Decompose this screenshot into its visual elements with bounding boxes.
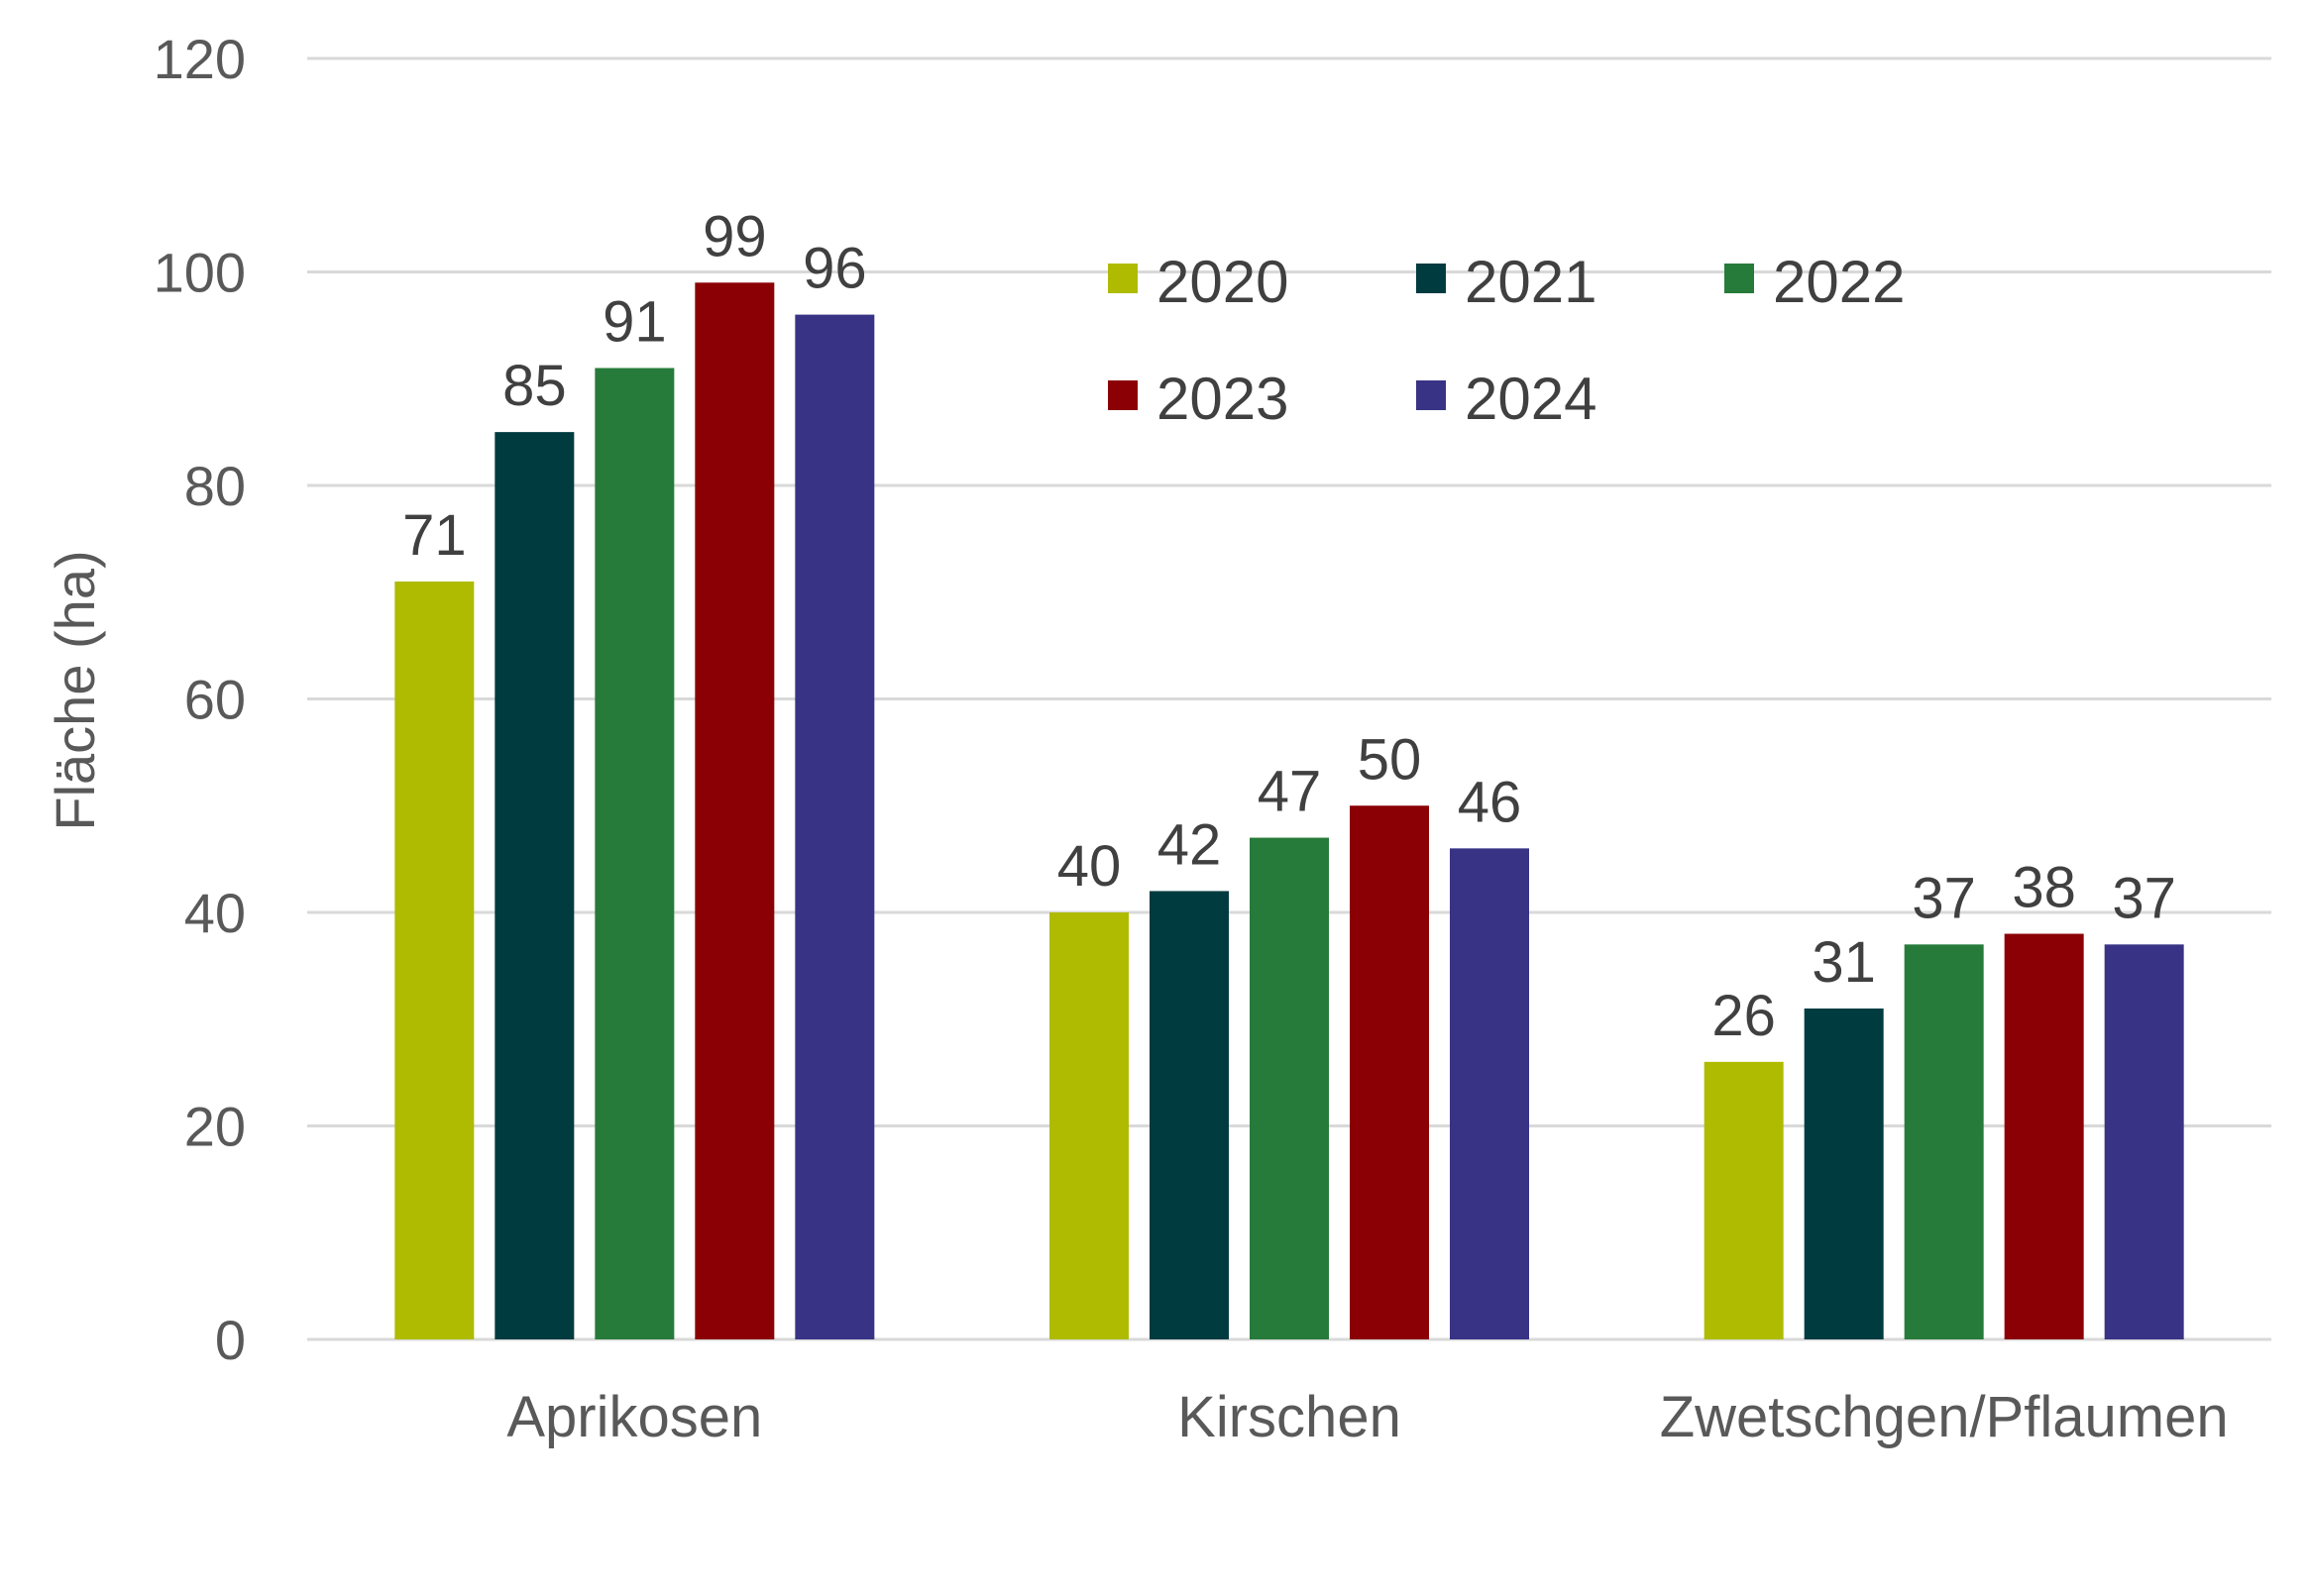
legend-swatch-2022 (1724, 264, 1754, 293)
bar-Kirschen-2021 (1150, 891, 1229, 1339)
bar-Aprikosen-2024 (795, 314, 875, 1340)
data-label-Zwetschgen/Pflaumen-2024: 37 (2112, 866, 2176, 930)
legend: 2020 2021 2022 2023 2024 (1108, 249, 1905, 432)
data-label-Aprikosen-2021: 85 (502, 354, 567, 418)
y-tick-label-60: 60 (184, 669, 246, 731)
data-label-Kirschen-2021: 42 (1157, 812, 1222, 877)
data-label-Kirschen-2023: 50 (1358, 727, 1422, 792)
legend-label-2024: 2024 (1465, 366, 1596, 432)
bar-Kirschen-2024 (1450, 848, 1529, 1339)
legend-swatch-2024 (1416, 380, 1446, 410)
legend-label-2021: 2021 (1465, 249, 1596, 315)
legend-swatch-2023 (1108, 380, 1138, 410)
bar-Aprikosen-2022 (595, 368, 675, 1340)
category-label-Aprikosen: Aprikosen (506, 1385, 762, 1449)
bar-Kirschen-2020 (1049, 912, 1129, 1339)
data-label-Zwetschgen/Pflaumen-2022: 37 (1912, 866, 1976, 930)
bar-Aprikosen-2023 (695, 282, 775, 1339)
bar-Zwetschgen/Pflaumen-2021 (1804, 1008, 1884, 1339)
y-tick-label-40: 40 (184, 882, 246, 944)
bar-Zwetschgen/Pflaumen-2024 (2104, 944, 2184, 1339)
data-label-Kirschen-2022: 47 (1258, 760, 1322, 824)
category-labels: Aprikosen Kirschen Zwetschgen/Pflaumen (506, 1385, 2228, 1449)
legend-swatch-2021 (1416, 264, 1446, 293)
bar-Aprikosen-2021 (495, 432, 575, 1339)
bar-Kirschen-2022 (1250, 837, 1329, 1339)
y-tick-label-120: 120 (154, 28, 246, 90)
legend-label-2020: 2020 (1156, 249, 1288, 315)
data-label-Aprikosen-2020: 71 (402, 503, 467, 568)
bar-Zwetschgen/Pflaumen-2020 (1704, 1061, 1784, 1339)
bar-Aprikosen-2020 (394, 581, 475, 1339)
legend-swatch-2020 (1108, 264, 1138, 293)
data-label-Zwetschgen/Pflaumen-2020: 26 (1711, 984, 1776, 1048)
category-label-Kirschen: Kirschen (1177, 1385, 1401, 1449)
data-label-Aprikosen-2022: 91 (603, 289, 667, 354)
y-axis-title: Fläche (ha) (44, 550, 106, 830)
legend-label-2022: 2022 (1773, 249, 1905, 315)
data-label-Aprikosen-2024: 96 (803, 237, 867, 301)
y-tick-label-20: 20 (184, 1096, 246, 1158)
category-label-Zwetschgen/Pflaumen: Zwetschgen/Pflaumen (1660, 1385, 2229, 1449)
data-label-Zwetschgen/Pflaumen-2021: 31 (1812, 930, 1876, 995)
y-axis-ticks: 0 20 40 60 80 100 120 (154, 28, 246, 1371)
bar-Kirschen-2023 (1350, 805, 1429, 1339)
y-tick-label-0: 0 (215, 1309, 246, 1371)
y-tick-label-100: 100 (154, 242, 246, 304)
bar-Zwetschgen/Pflaumen-2022 (1904, 944, 1984, 1339)
data-labels: 71 85 91 99 96 40 42 47 50 46 26 31 37 38 37 (402, 204, 2176, 1048)
data-label-Aprikosen-2023: 99 (703, 204, 767, 268)
data-label-Kirschen-2024: 46 (1458, 770, 1522, 834)
data-label-Kirschen-2020: 40 (1057, 834, 1122, 899)
data-label-Zwetschgen/Pflaumen-2023: 38 (2012, 856, 2076, 920)
bars (394, 282, 2184, 1340)
bar-Zwetschgen/Pflaumen-2023 (2004, 933, 2084, 1339)
legend-label-2023: 2023 (1156, 366, 1288, 432)
y-tick-label-80: 80 (184, 455, 246, 517)
